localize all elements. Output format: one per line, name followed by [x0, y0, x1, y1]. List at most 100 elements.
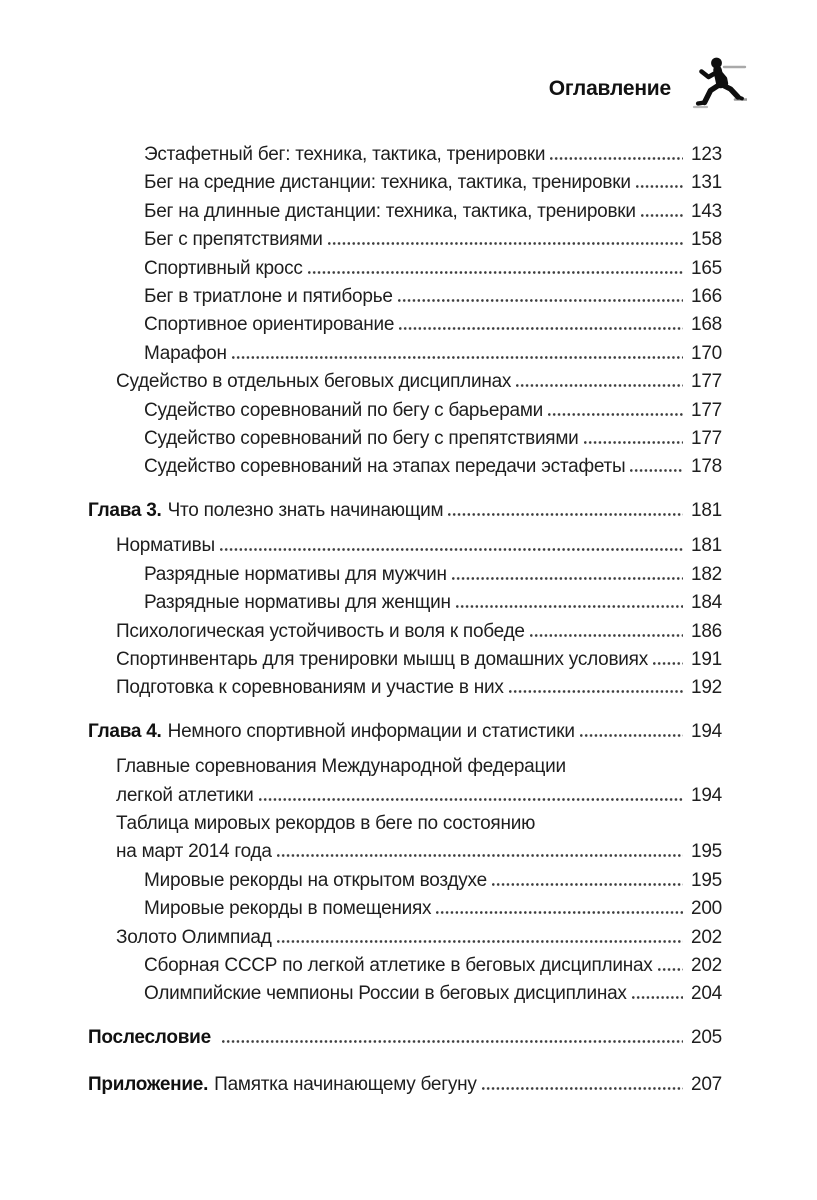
toc-entry-page: 158 — [691, 229, 722, 251]
toc-entry-title: Мировые рекорды на открытом воздухе — [144, 869, 487, 891]
toc-entry-title: Судейство соревнований по бегу с барьера… — [144, 399, 544, 421]
toc-entry-page: 184 — [691, 592, 722, 614]
toc-list: Эстафетный бег: техника, тактика, тренир… — [88, 141, 722, 1100]
runner-icon — [691, 56, 747, 112]
toc-entry-page: 186 — [691, 620, 722, 642]
toc-entry-title: Судейство в отдельных беговых дисциплина… — [116, 371, 512, 393]
toc-entry-page: 207 — [691, 1074, 722, 1096]
toc-entry-title: Подготовка к соревнованиям и участие в н… — [116, 677, 504, 699]
toc-entry-title: Бег на длинные дистанции: техника, такти… — [144, 200, 636, 222]
toc-entry: Разрядные нормативы для мужчин 182 — [88, 561, 722, 589]
toc-entry-title: Таблица мировых рекордов в беге по состо… — [116, 812, 536, 834]
dot-leader — [579, 733, 683, 737]
toc-entry-chapter-label: Послесловие — [88, 1026, 211, 1048]
dot-leader — [652, 661, 683, 665]
toc-entry: Спортинвентарь для тренировки мышц в дом… — [88, 646, 722, 674]
dot-leader — [448, 512, 683, 516]
toc-entry-page: 192 — [691, 677, 722, 699]
toc-entry-title: Разрядные нормативы для женщин — [144, 592, 451, 614]
toc-entry-page: 131 — [691, 172, 722, 194]
dot-leader — [327, 242, 683, 246]
toc-entry: Марафон 170 — [88, 340, 722, 368]
toc-entry-title: Немного спортивной информации и статисти… — [167, 720, 575, 742]
dot-leader — [231, 355, 683, 359]
toc-entry-page: 195 — [691, 869, 722, 891]
toc-entry-page: 182 — [691, 563, 722, 585]
toc-entry-page: 204 — [691, 983, 722, 1005]
toc-entry: Бег в триатлоне и пятиборье 166 — [88, 283, 722, 311]
dot-leader — [455, 605, 683, 609]
toc-entry-title: Что полезно знать начинающим — [167, 499, 444, 521]
toc-entry: Главные соревнования Международной федер… — [88, 753, 722, 781]
toc-entry-page: 194 — [691, 784, 722, 806]
dot-leader — [258, 797, 683, 801]
dot-leader — [276, 854, 683, 858]
toc-entry-page: 170 — [691, 342, 722, 364]
toc-entry: Сборная СССР по легкой атлетике в беговы… — [88, 952, 722, 980]
dot-leader — [481, 1087, 683, 1091]
toc-entry: Мировые рекорды в помещениях 200 — [88, 895, 722, 923]
toc-entry-page: 200 — [691, 898, 722, 920]
toc-entry-title: Памятка начинающему бегуну — [214, 1074, 477, 1096]
dot-leader — [219, 548, 683, 552]
dot-leader — [307, 270, 683, 274]
toc-entry-page: 177 — [691, 371, 722, 393]
page-header: Оглавление — [549, 56, 747, 112]
dot-leader — [491, 882, 683, 886]
toc-entry: Глава 4. Немного спортивной информации и … — [88, 718, 722, 746]
toc-entry: Подготовка к соревнованиям и участие в н… — [88, 674, 722, 702]
toc-entry-page: 177 — [691, 399, 722, 421]
toc-entry: Психологическая устойчивость и воля к по… — [88, 618, 722, 646]
toc-entry-title: Психологическая устойчивость и воля к по… — [116, 620, 525, 642]
toc-entry: Мировые рекорды на открытом воздухе 195 — [88, 867, 722, 895]
toc-entry: Бег на длинные дистанции: техника, такти… — [88, 198, 722, 226]
toc-entry-page: 202 — [691, 926, 722, 948]
toc-entry: Приложение. Памятка начинающему бегуну 207 — [88, 1071, 722, 1099]
toc-entry-title: Главные соревнования Международной федер… — [116, 756, 566, 778]
toc-entry-title: легкой атлетики — [116, 784, 254, 806]
dot-leader — [436, 911, 683, 915]
toc-entry-page: 123 — [691, 144, 722, 165]
toc-entry: Послесловие 205 — [88, 1024, 722, 1052]
dot-leader — [548, 412, 683, 416]
toc-entry: Олимпийские чемпионы России в беговых ди… — [88, 980, 722, 1008]
toc-entry-chapter-label: Глава 3. — [88, 499, 162, 521]
dot-leader — [508, 690, 683, 694]
dot-leader — [635, 185, 683, 189]
toc-entry: Бег на средние дистанции: техника, такти… — [88, 169, 722, 197]
dot-leader — [631, 996, 683, 1000]
dot-leader — [640, 213, 683, 217]
toc-entry-title: Спортивный кросс — [144, 257, 303, 279]
toc-entry-page: 143 — [691, 200, 722, 222]
page-title: Оглавление — [548, 77, 671, 100]
toc-entry-title: Марафон — [144, 342, 227, 364]
toc-entry: Судейство соревнований на этапах передач… — [88, 453, 722, 481]
dot-leader — [276, 939, 683, 943]
toc-entry-page: 168 — [691, 314, 722, 336]
dot-leader — [583, 441, 683, 445]
dot-leader — [221, 1039, 683, 1043]
toc-entry: Нормативы 181 — [88, 532, 722, 560]
dot-leader — [397, 299, 683, 303]
dot-leader — [630, 469, 683, 473]
toc-entry: Спортивный кросс 165 — [88, 255, 722, 283]
toc-entry-page: 195 — [691, 841, 722, 863]
toc-entry-page: 166 — [691, 286, 722, 308]
toc-entry-title: Золото Олимпиад — [116, 926, 272, 948]
toc-entry-page: 181 — [691, 535, 722, 557]
dot-leader — [550, 157, 683, 160]
toc-entry: Эстафетный бег: техника, тактика, тренир… — [88, 141, 722, 169]
toc-entry-page: 178 — [691, 456, 722, 478]
toc-entry: Спортивное ориентирование 168 — [88, 311, 722, 339]
toc-entry-title: Бег в триатлоне и пятиборье — [144, 286, 393, 308]
dot-leader — [399, 327, 683, 331]
toc-entry-chapter-label: Глава 4. — [88, 720, 162, 742]
toc-entry-chapter-label: Приложение. — [88, 1074, 209, 1096]
toc-entry-title: Мировые рекорды в помещениях — [144, 898, 432, 920]
toc-entry-title: Судейство соревнований по бегу с препятс… — [144, 428, 579, 450]
toc-entry-page: 165 — [691, 257, 722, 279]
toc-entry: на март 2014 года 195 — [88, 838, 722, 866]
toc-entry-page: 205 — [691, 1026, 722, 1048]
toc-entry-page: 202 — [691, 954, 722, 976]
toc-entry-page: 194 — [691, 720, 722, 742]
